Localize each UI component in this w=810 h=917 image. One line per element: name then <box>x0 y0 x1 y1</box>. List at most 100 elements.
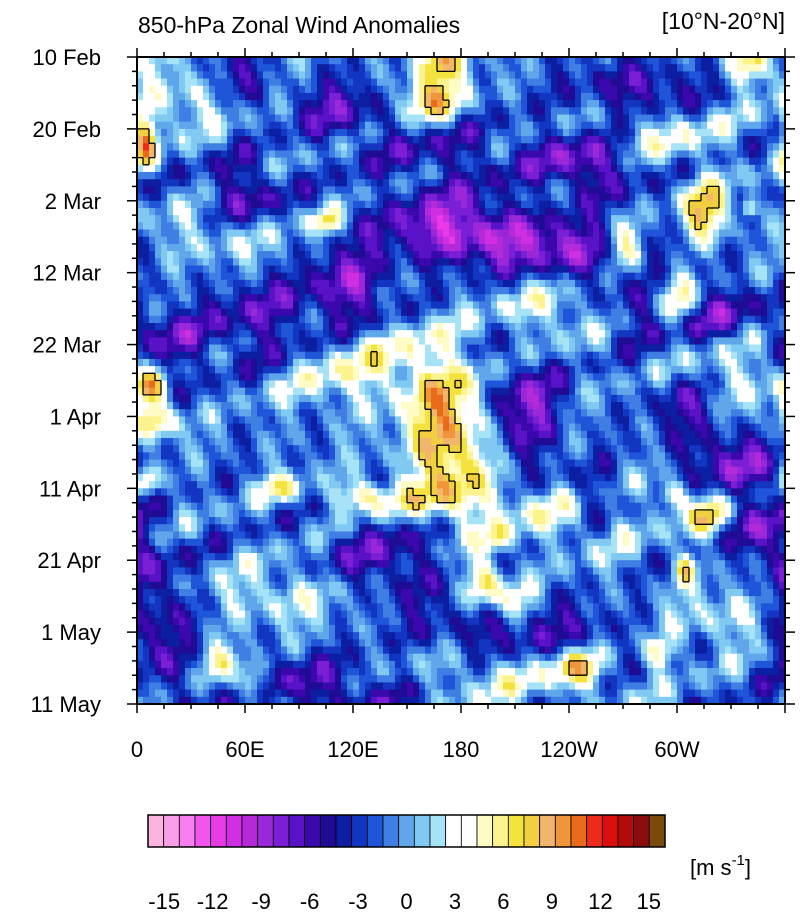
anomaly-cell <box>185 143 192 152</box>
anomaly-cell <box>563 143 570 152</box>
anomaly-cell <box>779 215 785 223</box>
anomaly-cell <box>371 128 378 137</box>
anomaly-cell <box>347 78 354 87</box>
anomaly-cell <box>359 107 366 116</box>
anomaly-cell <box>749 114 756 123</box>
anomaly-cell <box>239 107 246 116</box>
anomaly-cell <box>695 85 702 94</box>
anomaly-cell <box>761 207 768 216</box>
anomaly-cell <box>569 287 576 295</box>
anomaly-cell <box>641 78 648 87</box>
anomaly-cell <box>443 380 450 389</box>
anomaly-cell <box>653 179 660 187</box>
anomaly-cell <box>191 236 198 245</box>
anomaly-cell <box>347 172 354 180</box>
anomaly-cell <box>545 143 552 152</box>
anomaly-cell <box>731 373 738 382</box>
anomaly-cell <box>221 229 228 238</box>
anomaly-cell <box>761 85 768 94</box>
anomaly-cell <box>431 243 438 252</box>
anomaly-cell <box>413 287 420 295</box>
anomaly-cell <box>209 308 216 317</box>
anomaly-cell <box>323 78 330 87</box>
anomaly-cell <box>569 207 576 216</box>
anomaly-cell <box>341 85 348 94</box>
anomaly-cell <box>653 358 660 367</box>
anomaly-cell <box>341 179 348 187</box>
anomaly-cell <box>281 222 288 231</box>
anomaly-cell <box>239 114 246 123</box>
anomaly-cell <box>737 114 744 123</box>
anomaly-cell <box>533 64 540 72</box>
anomaly-cell <box>143 215 150 223</box>
anomaly-cell <box>461 136 468 144</box>
anomaly-cell <box>449 265 456 274</box>
anomaly-cell <box>317 215 324 223</box>
anomaly-cell <box>401 258 408 267</box>
anomaly-cell <box>743 85 750 94</box>
anomaly-cell <box>479 330 486 338</box>
anomaly-cell <box>365 143 372 152</box>
anomaly-cell <box>701 164 708 173</box>
anomaly-cell <box>647 229 654 238</box>
anomaly-cell <box>575 57 582 65</box>
anomaly-cell <box>731 315 738 324</box>
anomaly-cell <box>269 229 276 238</box>
anomaly-cell <box>137 373 144 382</box>
anomaly-cell <box>719 272 726 281</box>
anomaly-cell <box>335 107 342 116</box>
anomaly-cell <box>323 279 330 288</box>
anomaly-cell <box>761 272 768 281</box>
anomaly-cell <box>221 193 228 202</box>
anomaly-cell <box>479 373 486 382</box>
anomaly-cell <box>725 337 732 346</box>
anomaly-cell <box>587 100 594 108</box>
anomaly-cell <box>269 294 276 303</box>
anomaly-cell <box>521 279 528 288</box>
anomaly-cell <box>185 387 192 396</box>
anomaly-cell <box>281 136 288 144</box>
anomaly-cell <box>653 114 660 123</box>
anomaly-cell <box>479 287 486 295</box>
anomaly-cell <box>443 71 450 80</box>
anomaly-cell <box>671 251 678 259</box>
anomaly-cell <box>635 222 642 231</box>
anomaly-cell <box>215 294 222 303</box>
anomaly-cell <box>563 78 570 87</box>
anomaly-cell <box>749 358 756 367</box>
anomaly-cell <box>437 150 444 159</box>
anomaly-cell <box>701 150 708 159</box>
anomaly-cell <box>617 279 624 288</box>
anomaly-cell <box>449 351 456 360</box>
anomaly-cell <box>413 251 420 259</box>
anomaly-cell <box>347 107 354 116</box>
anomaly-cell <box>185 157 192 166</box>
anomaly-cell <box>191 64 198 72</box>
anomaly-cell <box>467 308 474 317</box>
anomaly-cell <box>749 330 756 338</box>
anomaly-cell <box>203 107 210 116</box>
anomaly-cell <box>725 287 732 295</box>
anomaly-cell <box>629 114 636 123</box>
anomaly-cell <box>167 279 174 288</box>
anomaly-cell <box>473 143 480 152</box>
anomaly-cell <box>677 243 684 252</box>
anomaly-cell <box>221 287 228 295</box>
anomaly-cell <box>233 337 240 346</box>
anomaly-cell <box>521 57 528 65</box>
anomaly-cell <box>551 251 558 259</box>
anomaly-cell <box>461 236 468 245</box>
anomaly-cell <box>215 207 222 216</box>
anomaly-cell <box>215 236 222 245</box>
anomaly-cell <box>743 236 750 245</box>
anomaly-cell <box>221 272 228 281</box>
anomaly-cell <box>713 330 720 338</box>
anomaly-cell <box>149 287 156 295</box>
anomaly-cell <box>185 114 192 123</box>
anomaly-cell <box>671 308 678 317</box>
anomaly-cell <box>467 272 474 281</box>
anomaly-cell <box>383 150 390 159</box>
anomaly-cell <box>563 243 570 252</box>
anomaly-cell <box>539 265 546 274</box>
anomaly-cell <box>239 57 246 65</box>
